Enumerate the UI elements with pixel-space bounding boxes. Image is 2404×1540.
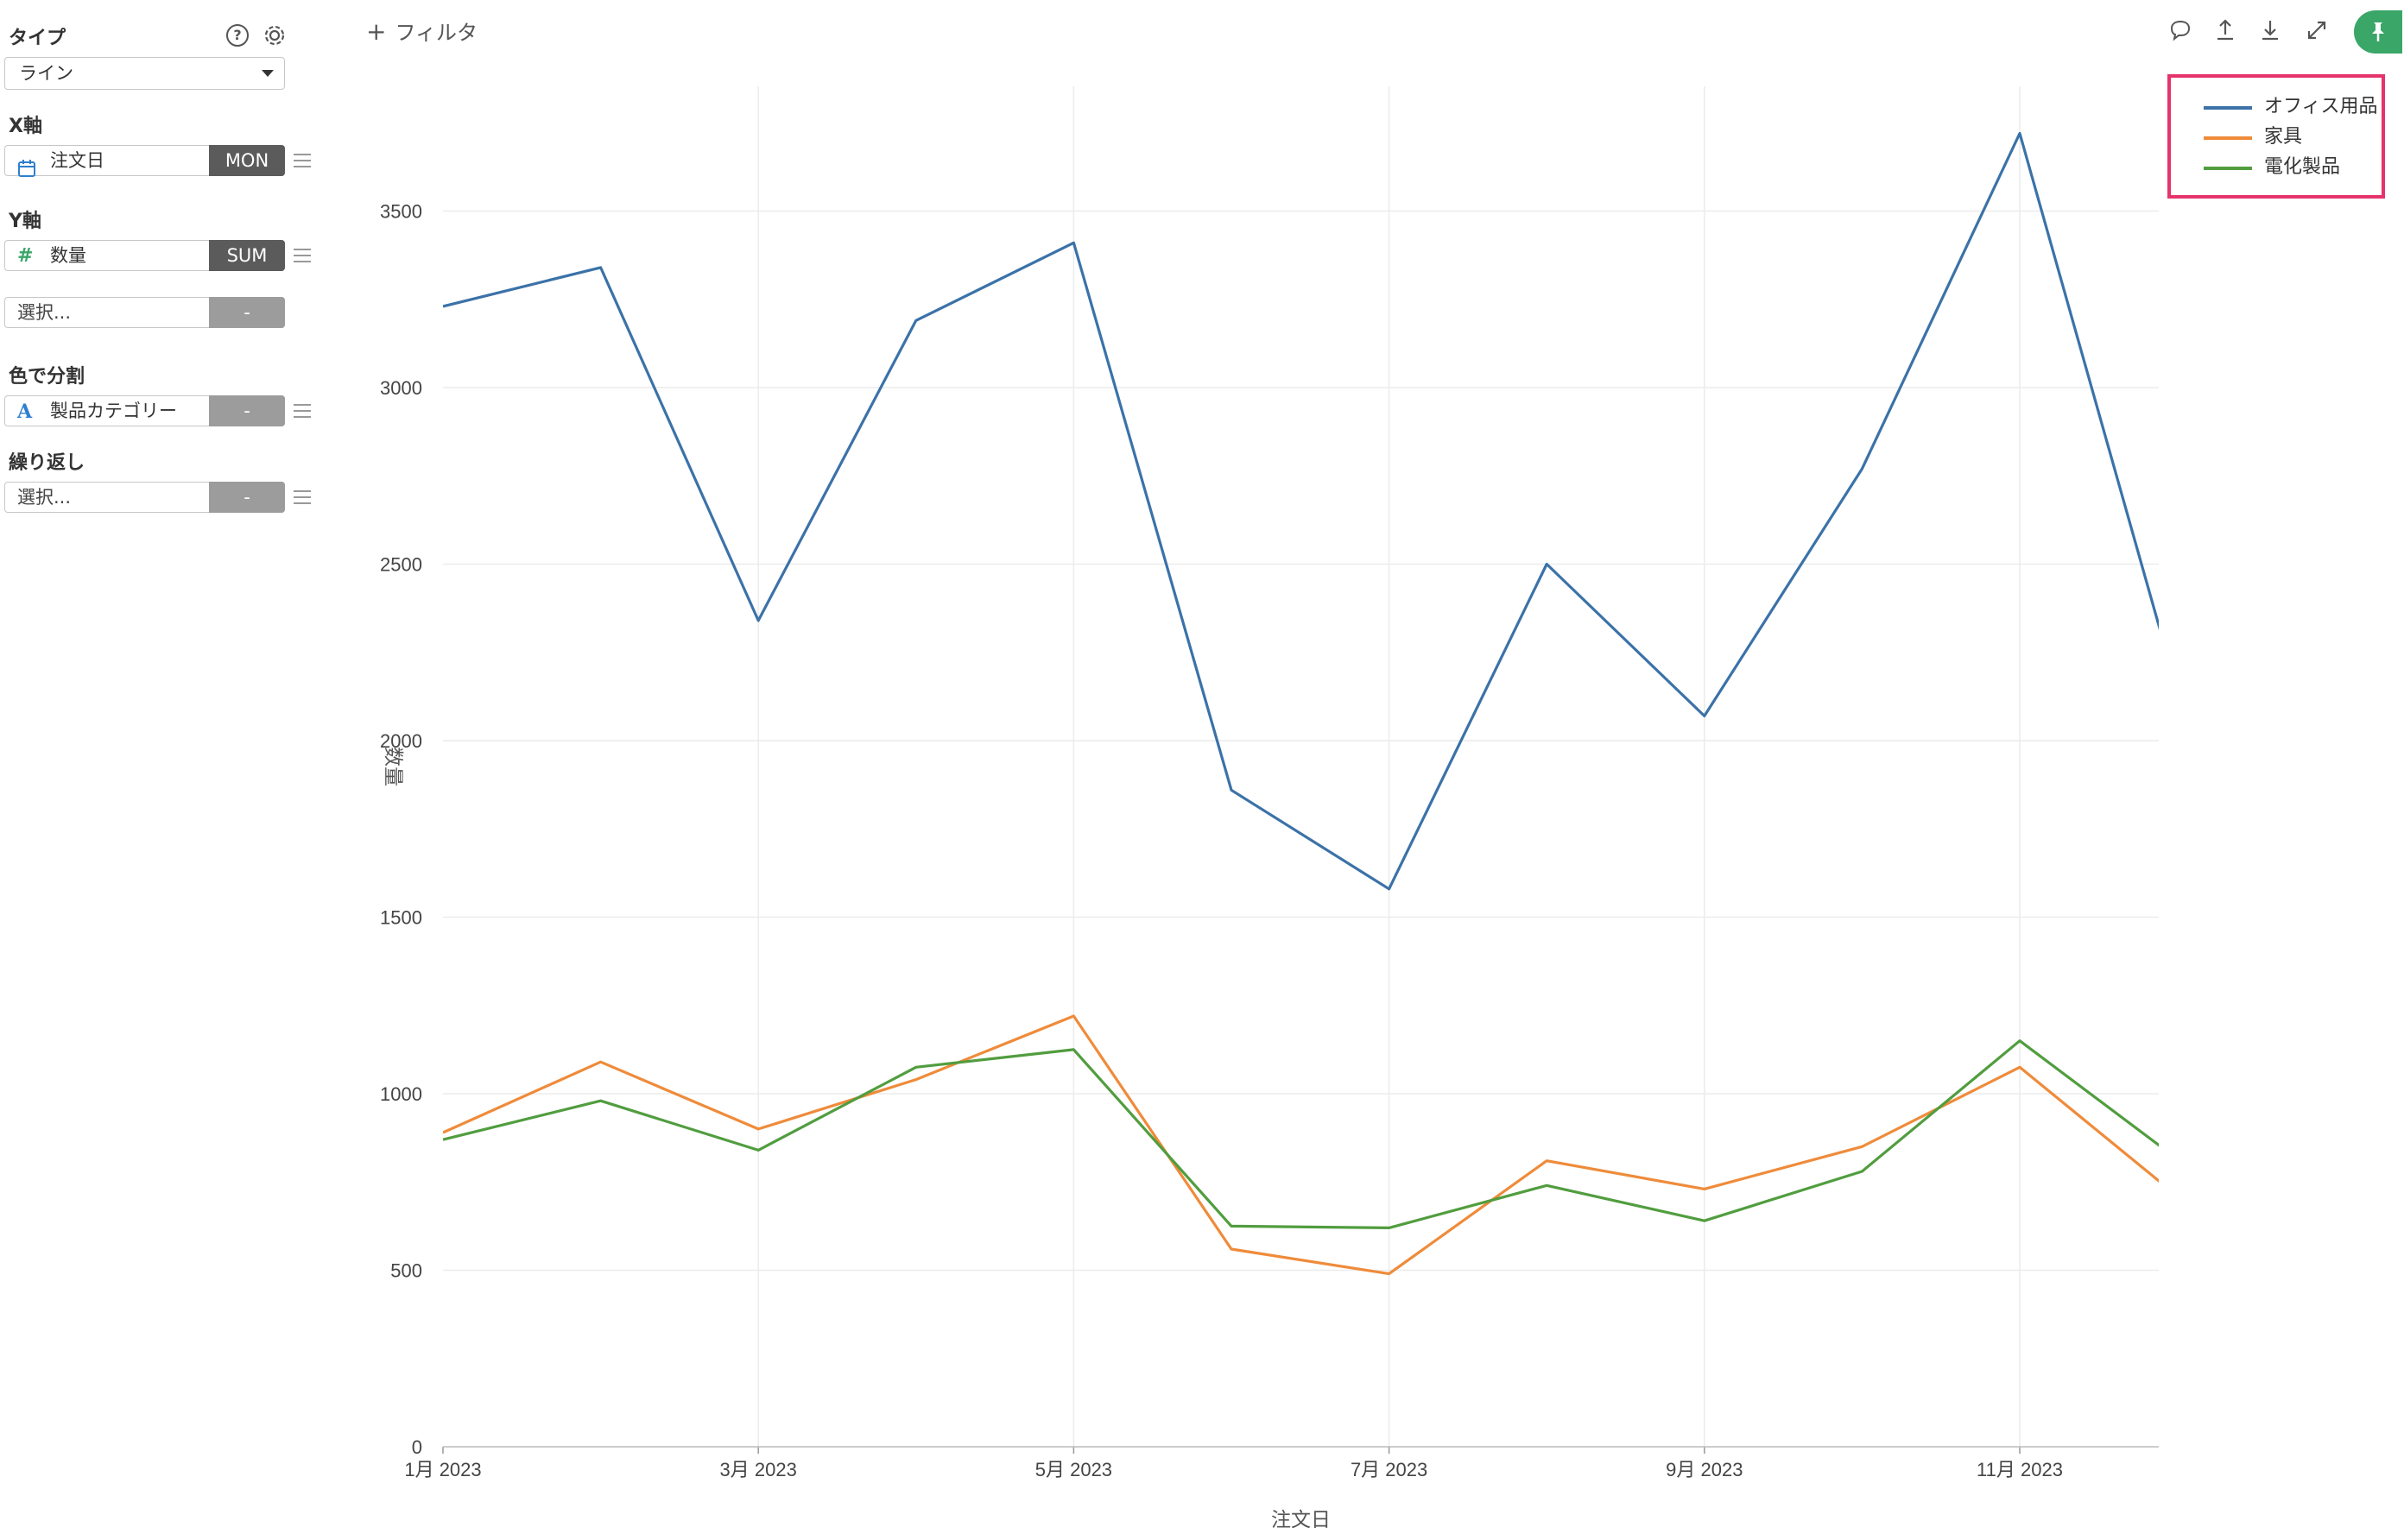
filter-label: フィルタ [395,21,478,45]
x-axis-title: 注文日 [1271,1508,1331,1531]
repeat-field-placeholder: 選択... [17,487,72,508]
add-filter-button[interactable]: + フィルタ [366,16,478,46]
legend-swatch-office [2204,106,2252,110]
pin-icon [2372,22,2384,41]
chart-legend: オフィス用品 家具 電化製品 [2167,74,2385,199]
x-axis-section-label: X軸 [9,116,42,137]
repeat-field[interactable]: 選択... - [4,482,285,513]
x-tick-label: 3月 2023 [720,1459,797,1480]
y-tick-label: 2000 [380,730,422,752]
gear-icon[interactable] [263,23,287,47]
color-split-section-label: 色で分割 [9,366,85,388]
y-tick-label: 500 [390,1260,422,1282]
series-line-0 [443,131,2159,891]
pin-button[interactable] [2354,10,2402,54]
x-axis-aggregation-button[interactable]: MON [209,145,285,176]
y-axis-aggregation-button[interactable]: SUM [209,240,285,271]
y-tick-label: 1500 [380,907,422,929]
series-line-1 [443,1014,2159,1276]
type-section-label: タイプ [9,28,66,49]
y-axis-extra-field[interactable]: 選択... - [4,297,285,328]
drag-handle-icon[interactable] [294,490,311,504]
x-tick-label: 5月 2023 [1035,1459,1112,1480]
y-tick-label: 2500 [380,554,422,576]
chevron-down-icon [262,70,274,77]
legend-swatch-electronics [2204,167,2252,170]
x-axis-field-name: 注文日 [50,150,104,171]
number-hash-icon: # [17,245,34,267]
repeat-section-label: 繰り返し [9,452,85,474]
y-axis-extra-placeholder: 選択... [17,302,72,323]
download-icon[interactable] [2257,17,2283,43]
y-axis-extra-aggregation-button[interactable]: - [209,297,285,328]
legend-label: 家具 [2264,126,2303,148]
x-tick-label: 9月 2023 [1666,1459,1743,1480]
plus-icon: + [366,17,387,46]
y-axis-title: 数量 [383,747,405,786]
drag-handle-icon[interactable] [294,154,311,167]
y-tick-label: 0 [412,1436,422,1458]
drag-handle-icon[interactable] [294,404,311,418]
y-axis-field[interactable]: # 数量 SUM [4,240,285,271]
y-axis-section-label: Y軸 [9,211,41,232]
chart-type-select[interactable]: ライン [4,57,285,90]
chart-type-value: ライン [19,63,73,84]
legend-swatch-furniture [2204,136,2252,140]
y-axis-field-name: 数量 [50,245,86,266]
y-tick-label: 3000 [380,377,422,399]
series-line-2 [443,1039,2159,1230]
upload-icon[interactable] [2212,17,2238,43]
chart-config-sidebar: タイプ ? ライン X軸 注文日 MON Y軸 # 数量 SUM 選択... -… [0,0,328,1540]
x-tick-label: 7月 2023 [1351,1459,1427,1480]
text-type-icon: A [17,401,33,423]
calendar-icon [18,160,35,177]
x-tick-label: 11月 2023 [1977,1459,2063,1480]
legend-label: 電化製品 [2264,156,2341,178]
y-tick-label: 1000 [380,1083,422,1105]
expand-icon[interactable] [2304,17,2330,43]
drag-handle-icon[interactable] [294,249,311,262]
x-axis-field[interactable]: 注文日 MON [4,145,285,177]
repeat-aggregation-button[interactable]: - [209,482,285,513]
legend-label: オフィス用品 [2264,96,2378,117]
x-tick-label: 1月 2023 [404,1459,481,1480]
comment-icon[interactable] [2167,17,2193,43]
color-split-aggregation-button[interactable]: - [209,395,285,426]
y-tick-label: 3500 [380,201,422,223]
help-icon[interactable]: ? [226,24,249,47]
color-split-field-name: 製品カテゴリー [50,401,177,421]
color-split-field[interactable]: A 製品カテゴリー - [4,395,285,426]
